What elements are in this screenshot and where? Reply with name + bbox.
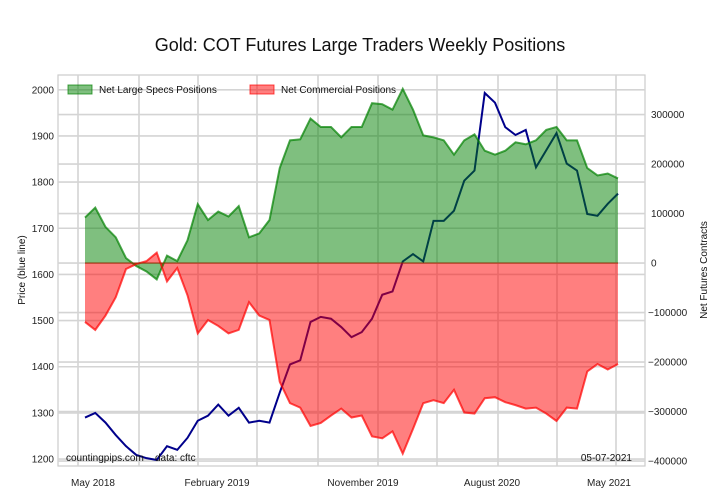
x-tick-label: November 2019 <box>327 478 399 489</box>
y-right-tick-label: 100000 <box>651 209 685 220</box>
y-right-tick-label: −200000 <box>648 358 688 369</box>
chart-title: Gold: COT Futures Large Traders Weekly P… <box>155 35 566 55</box>
y-left-tick-label: 1600 <box>32 270 55 281</box>
y-left-tick-label: 1700 <box>32 224 55 235</box>
specs-line <box>84 86 619 281</box>
y-left-tick-label: 2000 <box>32 85 55 96</box>
y-right-tick-label: 300000 <box>651 110 685 121</box>
y-right-label: Net Futures Contracts <box>699 221 710 319</box>
x-tick-label: May 2018 <box>71 478 115 489</box>
y-right-tick-label: −400000 <box>648 457 688 468</box>
date-note: 05-07-2021 <box>581 453 633 464</box>
x-tick-label: August 2020 <box>464 478 521 489</box>
y-left-tick-label: 1900 <box>32 131 55 142</box>
source-note: countingpips.com <box>66 453 144 464</box>
y-left-tick-label: 1500 <box>32 316 55 327</box>
legend-swatch-specs <box>67 84 93 95</box>
legend-swatch-commercial <box>249 84 275 95</box>
position-areas <box>84 86 619 457</box>
y-right-tick-label: 200000 <box>651 160 685 171</box>
y-left-tick-label: 1400 <box>32 362 55 373</box>
data-note: data: cftc <box>155 453 196 464</box>
y-left-tick-label: 1800 <box>32 178 55 189</box>
y-left-label: Price (blue line) <box>17 235 28 304</box>
y-left-tick-label: 1300 <box>32 408 55 419</box>
y-left-tick-label: 1200 <box>32 455 55 466</box>
y-right-tick-label: 0 <box>651 259 657 270</box>
legend-label-specs: Net Large Specs Positions <box>99 85 217 96</box>
commercial-area <box>85 252 618 454</box>
commercial-line <box>84 251 619 457</box>
y-right-tick-label: −100000 <box>648 308 688 319</box>
legend: Net Large Specs Positions Net Commercial… <box>67 84 396 96</box>
legend-label-commercial: Net Commercial Positions <box>281 85 396 96</box>
x-tick-label: February 2019 <box>184 478 249 489</box>
specs-area <box>85 88 618 280</box>
tick-labels: 1200 1300 1400 1500 1600 1700 1800 1900 2000 −400… <box>32 85 688 489</box>
y-right-tick-label: −300000 <box>648 407 688 418</box>
x-tick-label: May 2021 <box>587 478 631 489</box>
